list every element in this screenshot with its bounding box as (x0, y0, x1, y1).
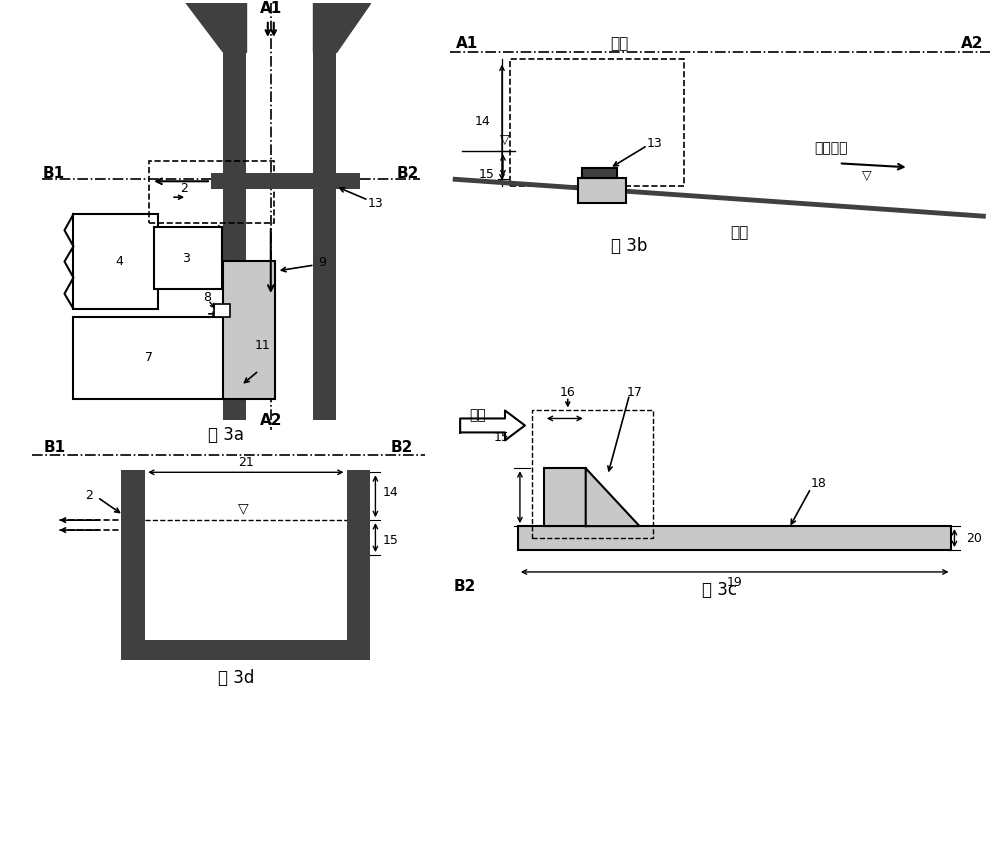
Text: ▽: ▽ (500, 133, 510, 146)
Text: 16: 16 (560, 386, 576, 399)
Text: 图 3c: 图 3c (702, 581, 737, 599)
Bar (73, 214, 158, 309)
Polygon shape (313, 3, 336, 52)
Text: 13: 13 (647, 137, 662, 150)
Text: 21: 21 (238, 456, 254, 469)
Bar (73, 317, 228, 398)
Bar (518, 526, 951, 550)
Text: A1: A1 (260, 2, 282, 16)
Text: 2: 2 (85, 489, 93, 502)
Bar (121, 470, 145, 649)
Bar (582, 168, 617, 178)
Polygon shape (186, 3, 223, 52)
Text: 15: 15 (494, 431, 510, 444)
Text: 15: 15 (382, 533, 398, 547)
Text: 沟底: 沟底 (730, 226, 748, 240)
Bar (214, 304, 230, 317)
Bar (313, 31, 336, 420)
Bar (211, 173, 360, 189)
Bar (149, 161, 274, 223)
Polygon shape (336, 3, 370, 52)
Text: 2: 2 (180, 182, 188, 194)
Text: 9: 9 (319, 256, 327, 269)
Text: ▽: ▽ (862, 169, 872, 182)
Text: A1: A1 (456, 37, 478, 51)
Polygon shape (223, 3, 246, 52)
Text: A2: A2 (961, 37, 983, 51)
Bar (347, 470, 370, 649)
Bar (510, 59, 684, 186)
Bar (223, 261, 275, 398)
Text: 18: 18 (811, 477, 827, 490)
Text: 3: 3 (182, 251, 190, 265)
Text: 4: 4 (115, 255, 123, 267)
Text: B2: B2 (453, 579, 476, 594)
Text: 13: 13 (368, 197, 383, 210)
Bar (223, 31, 246, 420)
Polygon shape (460, 411, 525, 441)
Text: B1: B1 (44, 440, 66, 455)
Text: 水流方向: 水流方向 (814, 142, 847, 155)
Bar (544, 469, 586, 526)
Text: 20: 20 (966, 531, 982, 544)
Text: 水流: 水流 (470, 408, 486, 423)
Text: 17: 17 (627, 386, 642, 399)
Text: A2: A2 (260, 413, 282, 428)
Text: 图 3a: 图 3a (208, 426, 244, 444)
Bar (532, 411, 653, 538)
Text: 8: 8 (203, 291, 211, 305)
Text: 图 3d: 图 3d (218, 668, 254, 687)
Text: ▽: ▽ (238, 501, 248, 515)
Text: 11: 11 (255, 340, 271, 352)
Bar (121, 639, 370, 660)
Text: 图 3b: 图 3b (611, 237, 648, 255)
Text: 7: 7 (145, 351, 153, 364)
Text: 沟口: 沟口 (610, 37, 629, 51)
Text: 15: 15 (479, 168, 495, 181)
Text: B2: B2 (397, 166, 419, 181)
Text: 14: 14 (382, 486, 398, 498)
Polygon shape (586, 469, 640, 526)
Bar (154, 228, 222, 289)
Text: B2: B2 (391, 440, 413, 455)
Text: 14: 14 (474, 115, 490, 128)
Text: B1: B1 (42, 166, 65, 181)
Bar (578, 178, 626, 203)
Text: 19: 19 (726, 576, 742, 589)
